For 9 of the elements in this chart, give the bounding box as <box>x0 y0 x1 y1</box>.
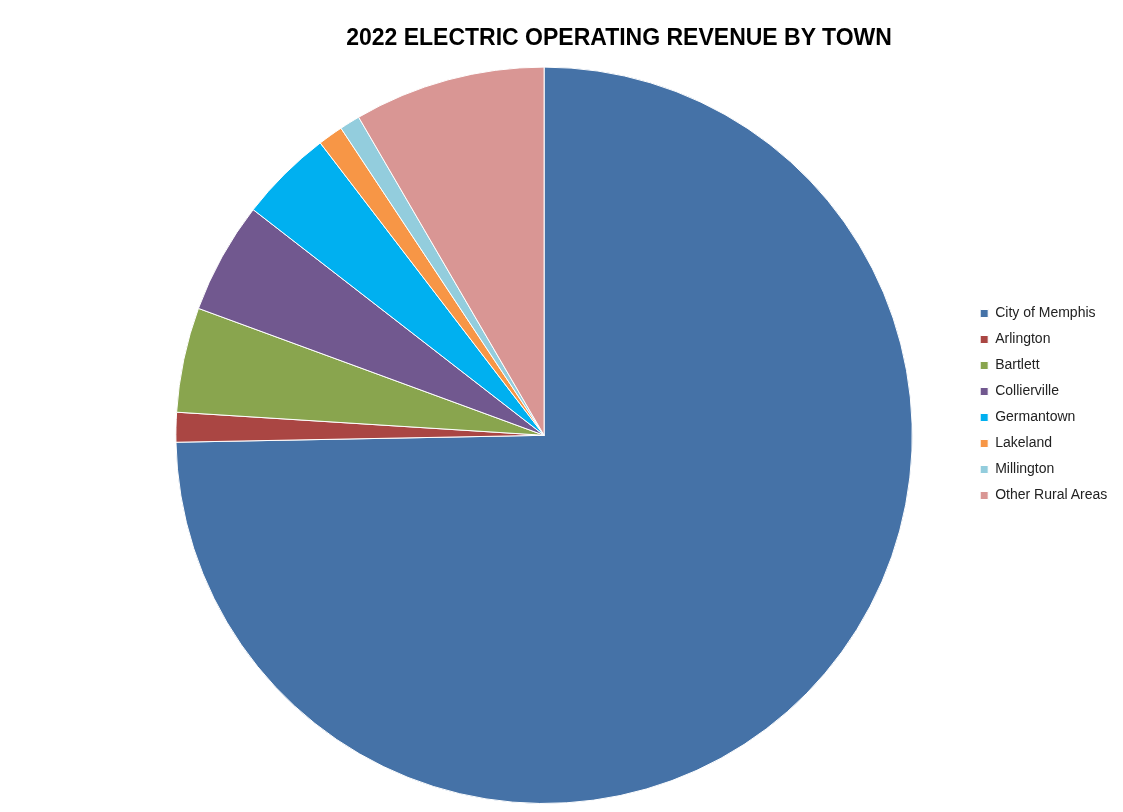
legend-label: Millington <box>995 460 1055 477</box>
legend-label: Collierville <box>995 382 1060 399</box>
legend-label: Germantown <box>995 408 1076 425</box>
legend-label: Other Rural Areas <box>995 486 1108 503</box>
legend-label: Arlington <box>995 330 1051 347</box>
chart-title: 2022 ELECTRIC OPERATING REVENUE BY TOWN <box>346 24 892 51</box>
legend-label: City of Memphis <box>995 304 1096 321</box>
legend-label: Bartlett <box>995 356 1040 373</box>
legend-label: Lakeland <box>995 434 1053 451</box>
